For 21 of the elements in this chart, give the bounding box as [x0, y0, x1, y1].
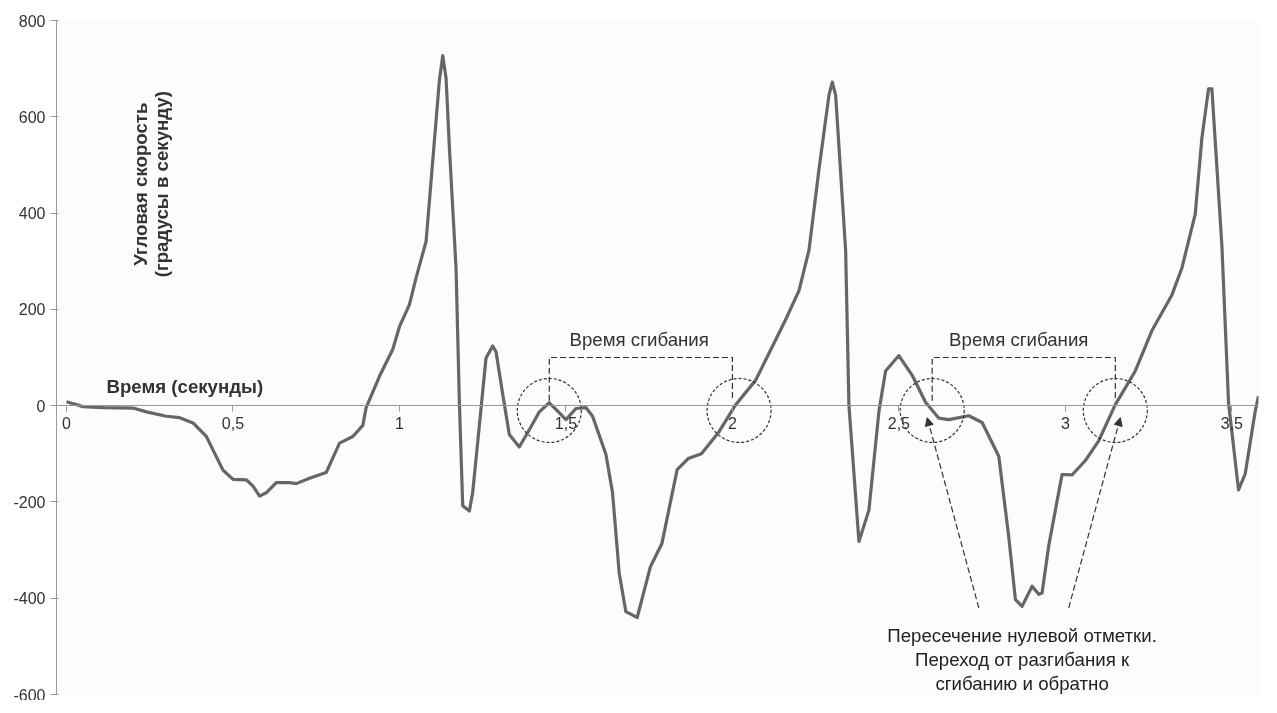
y-tick-label: 0 [36, 397, 46, 415]
annotation: Время сгибания [949, 329, 1089, 351]
x-tick-label: 0,5 [221, 414, 245, 432]
x-tick-label: 1 [395, 414, 404, 432]
y-tick-label: 200 [18, 301, 46, 319]
x-tick-label: 1,5 [554, 414, 578, 432]
x-tick-label: 2,5 [887, 414, 911, 432]
x-tick-label: 3 [1060, 414, 1070, 432]
y-tick-label: -600 [13, 686, 46, 704]
y-tick-label: -200 [13, 493, 46, 511]
annotation: Время сгибания [569, 329, 709, 351]
x-tick-label: 2 [727, 414, 737, 432]
y-tick-label: -400 [13, 590, 46, 608]
x-tick-label: 0 [62, 414, 72, 432]
x-axis-title: Время (секунды) [106, 375, 264, 397]
y-axis-title: Угловая скорость (градусы в секунду) [130, 91, 173, 278]
annotation: Пересечение нулевой отметки. Переход от разгибания к сгибанию и обратно [887, 624, 1157, 694]
line-series [64, 54, 1259, 620]
y-tick-label: 800 [18, 12, 46, 30]
y-tick-label: 600 [18, 108, 46, 126]
y-tick-label: 400 [18, 205, 46, 223]
